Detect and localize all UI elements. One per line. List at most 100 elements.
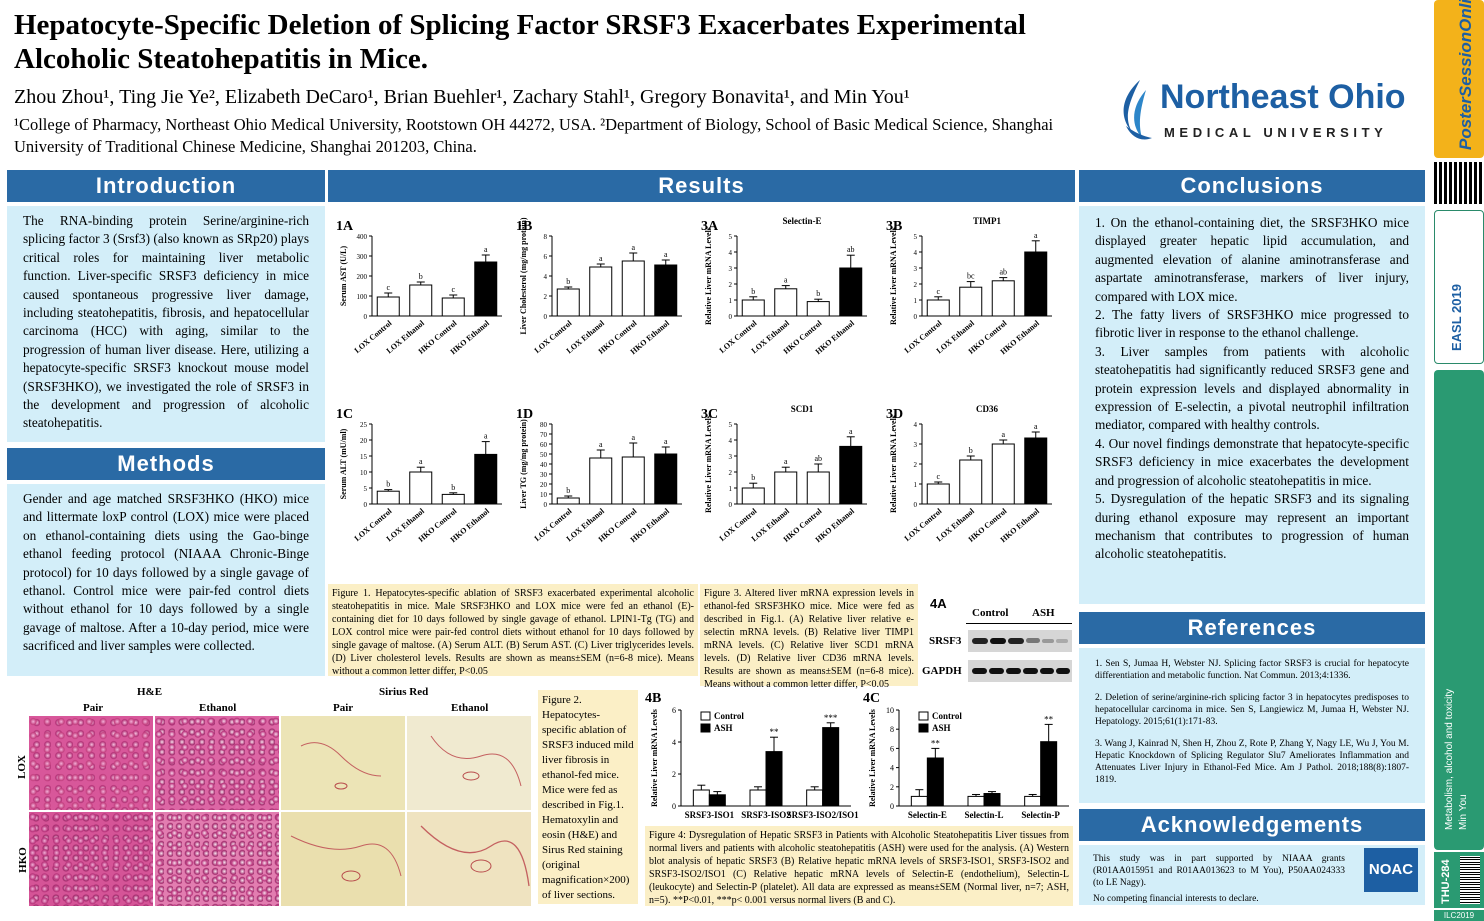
bar [967, 795, 985, 807]
y-tick-label: 4 [729, 249, 733, 257]
session-topic: Metabolism, alcohol and toxicity [1444, 688, 1455, 830]
legend-label: Control [714, 711, 744, 721]
y-tick-label: 15 [360, 453, 368, 461]
row-lox: LOX [15, 755, 28, 779]
legend-label: ASH [932, 723, 951, 733]
sirius-red-label: Sirius Red [379, 686, 429, 698]
significance-letter: a [631, 243, 635, 252]
y-tick-label: 0 [364, 501, 368, 509]
y-tick-label: 10 [360, 469, 368, 477]
significance-letter: ab [814, 454, 822, 463]
significance-letter: b [751, 287, 755, 296]
significance-letter: a [849, 427, 853, 436]
bar [991, 443, 1015, 505]
histology-figure: H&E Sirius Red Pair Ethanol Pair Ethanol… [7, 686, 535, 906]
significance-letter: c [936, 472, 940, 481]
y-tick-label: 8 [544, 233, 548, 241]
y-tick-label: 5 [364, 485, 368, 493]
bar [839, 267, 863, 317]
y-tick-label: 0 [729, 313, 733, 321]
bar [409, 471, 433, 505]
significance-stars: ** [770, 727, 780, 737]
y-tick-label: 1 [729, 297, 733, 305]
conclusion-item: 1. On the ethanol-containing diet, the S… [1095, 215, 1409, 304]
y-tick-label: 1 [914, 297, 918, 305]
y-axis-label: Serum AST (U/L) [339, 246, 348, 307]
y-axis-label: Relative Liver mRNA Levels [889, 227, 898, 325]
y-tick-label: 2 [729, 281, 733, 289]
significance-letter: bc [967, 272, 975, 281]
postersession-brand: PosterSessionOnline [1456, 0, 1475, 150]
bar [983, 793, 1001, 807]
legend-swatch [700, 711, 711, 721]
y-tick-label: 0 [544, 313, 548, 321]
legend-swatch [918, 711, 929, 721]
significance-letter: a [664, 437, 668, 446]
y-tick-label: 0 [544, 501, 548, 509]
y-axis-label: Relative Liver mRNA Levels [889, 415, 898, 513]
methods-text: Gender and age matched SRSF3HKO (HKO) mi… [7, 484, 325, 676]
easl-badge: EASL 2019 [1434, 210, 1484, 364]
bar [926, 299, 950, 317]
y-axis-label: Relative Liver mRNA Levels [704, 415, 713, 513]
qr-code[interactable] [1434, 162, 1484, 204]
session-info-panel: Metabolism, alcohol and toxicity Min You [1434, 370, 1484, 850]
blot-col-control: Control [972, 607, 1009, 619]
bar [692, 789, 710, 807]
y-tick-label: 4 [890, 764, 894, 773]
x-tick-label: SRSF3-ISO1 [685, 810, 735, 820]
y-axis-label: Relative Liver mRNA Levels [868, 709, 877, 807]
significance-letter: b [566, 277, 570, 286]
bar [926, 757, 944, 807]
poster-code-panel: THU-284 [1434, 852, 1484, 908]
chart-panel-4C: 4C Relative Liver mRNA Levels 0 2 4 6 8 10 ** Sel… [863, 691, 1069, 820]
significance-letter: a [484, 432, 488, 441]
acknowledgement-text: This study was in part supported by NIAA… [1093, 854, 1345, 888]
significance-letter: b [566, 486, 570, 495]
y-tick-label: 6 [890, 744, 894, 753]
bar [441, 493, 465, 505]
significance-letter: a [484, 245, 488, 254]
postersession-banner: PosterSessionOnline [1434, 0, 1484, 158]
bar [741, 487, 765, 505]
introduction-text: The RNA-binding protein Serine/arginine-… [7, 206, 325, 442]
x-tick-label: SRSF3-ISO2/ISO1 [787, 810, 860, 820]
y-tick-label: 4 [729, 437, 733, 445]
bar [556, 288, 580, 317]
srsf3-blot-strip [968, 630, 1072, 652]
chart-panel-4B: 4B Relative Liver mRNA Levels 0 2 4 6 SRSF3-IS… [645, 691, 859, 820]
acknowledgements-header: Acknowledgements [1079, 809, 1425, 841]
y-tick-label: 1 [729, 485, 733, 493]
reference-item: 2. Deletion of serine/arginine-rich spli… [1095, 693, 1409, 727]
bar [621, 260, 645, 317]
bar [441, 297, 465, 317]
author-list: Zhou Zhou¹, Ting Jie Ye², Elizabeth DeCa… [14, 86, 910, 108]
methods-header: Methods [7, 448, 325, 480]
bar [991, 280, 1015, 317]
bar [822, 727, 840, 807]
significance-stars: *** [824, 713, 838, 723]
results-header: Results [328, 170, 1075, 202]
figure4-charts: 4B Relative Liver mRNA Levels 0 2 4 6 SRSF3-IS… [645, 691, 1069, 820]
panel-title: Selectin-E [783, 216, 822, 226]
university-logo-subtitle: MEDICAL UNIVERSITY [1164, 125, 1388, 140]
bar [409, 284, 433, 317]
significance-letter: a [419, 457, 423, 466]
x-tick-label: SRSF3-ISO2 [741, 810, 791, 820]
x-tick-label: Selectin-E [908, 810, 947, 820]
bar [1024, 795, 1042, 807]
y-tick-label: 200 [357, 273, 368, 281]
significance-letter: c [936, 287, 940, 296]
bar [654, 453, 678, 505]
bar [376, 490, 400, 505]
y-tick-label: 5 [914, 233, 918, 241]
significance-letter: a [664, 250, 668, 259]
panel-title: TIMP1 [973, 216, 1001, 226]
significance-letter: b [419, 272, 423, 281]
bar [589, 457, 613, 505]
figure2-caption: Figure 2. Hepatocytes-specific ablation … [538, 690, 638, 904]
reference-item: 3. Wang J, Kainrad N, Shen H, Zhou Z, Ro… [1095, 739, 1409, 785]
